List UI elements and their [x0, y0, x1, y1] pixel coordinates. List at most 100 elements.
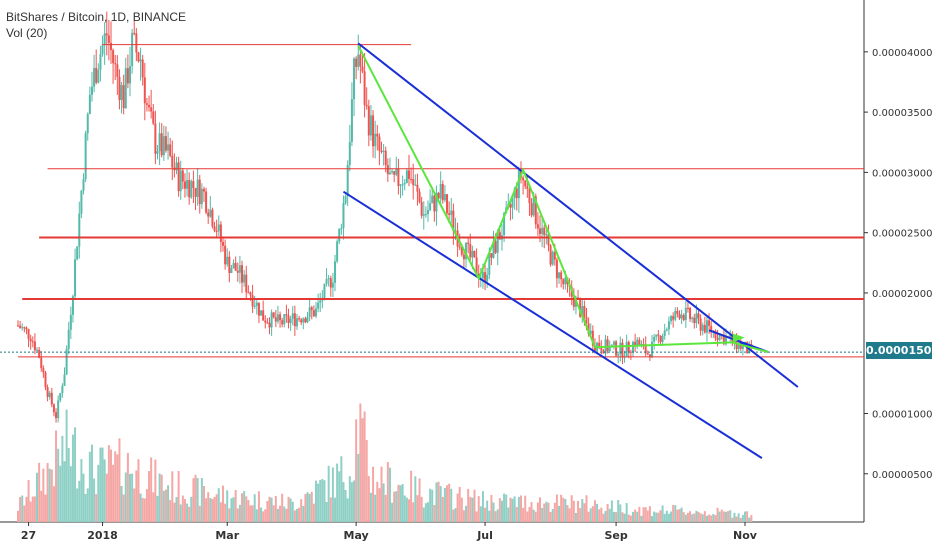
candle-body — [587, 323, 590, 335]
candle-body — [143, 77, 146, 104]
candle-body — [718, 334, 721, 340]
candle-body — [410, 178, 413, 180]
volume-bar — [414, 476, 417, 522]
volume-bar — [327, 465, 330, 522]
volume-bar — [600, 507, 603, 522]
candle-body — [452, 210, 455, 232]
volume-bar — [420, 496, 423, 522]
candle-body — [357, 54, 360, 67]
volume-bar — [188, 506, 191, 522]
volume-bar — [202, 486, 205, 522]
volume-bar — [612, 511, 615, 522]
volume-bar — [625, 503, 628, 522]
candle-body — [399, 184, 402, 186]
candle-body — [260, 310, 263, 316]
candle-body — [236, 270, 239, 273]
candle-body — [471, 250, 474, 258]
volume-bar — [689, 511, 692, 522]
channel-trendline — [342, 190, 763, 459]
volume-bar — [500, 500, 503, 522]
volume-bar — [57, 448, 60, 522]
candle-body — [564, 277, 567, 285]
volume-bar — [29, 501, 32, 522]
volume-bar — [519, 495, 522, 522]
candle-body — [355, 58, 358, 67]
volume-bar — [129, 473, 132, 522]
volume-bar — [236, 508, 239, 522]
volume-bar — [473, 489, 476, 522]
volume-bar — [589, 508, 592, 522]
volume-bar — [610, 500, 613, 522]
candle-body — [386, 165, 389, 175]
volume-bar — [112, 464, 115, 522]
candle-body — [424, 214, 427, 216]
volume-bar — [632, 511, 634, 522]
volume-bar — [701, 514, 704, 522]
candle-body — [697, 313, 700, 319]
volume-bar — [486, 500, 489, 522]
candle-body — [623, 357, 626, 359]
candle-body — [680, 314, 683, 319]
candle-body — [397, 168, 400, 186]
candle-body — [496, 232, 499, 253]
time-tick-label: Sep — [604, 529, 627, 542]
candle-body — [103, 33, 106, 45]
volume-bar — [76, 488, 79, 522]
volume-bar — [266, 500, 269, 522]
volume-bar — [103, 459, 106, 522]
candle-body — [251, 295, 254, 307]
candle-body — [154, 123, 157, 154]
volume-bar — [109, 449, 112, 522]
volume-bar — [477, 496, 480, 522]
candle-body — [122, 85, 125, 109]
volume-bar — [300, 499, 303, 522]
volume-bar — [274, 496, 277, 522]
zigzag-pattern — [357, 45, 769, 353]
candle-body — [90, 86, 93, 95]
candle-body — [179, 170, 182, 192]
candle-body — [369, 115, 372, 136]
volume-bar — [684, 514, 687, 522]
volume-bar — [435, 482, 438, 522]
volume-bar — [264, 509, 267, 522]
volume-bar — [748, 517, 751, 522]
candle-body — [69, 314, 72, 330]
candle-body — [572, 296, 575, 307]
volume-bar — [579, 508, 582, 522]
candle-body — [327, 278, 330, 280]
volume-bar — [727, 511, 730, 522]
candle-body — [515, 188, 518, 199]
volume-bar — [304, 493, 307, 522]
volume-bar — [359, 403, 362, 522]
candle-body — [429, 203, 432, 211]
candle-body — [412, 179, 415, 186]
candle-body — [192, 181, 195, 188]
volume-bar — [446, 485, 449, 522]
volume-bar — [238, 504, 241, 522]
volume-bar — [295, 508, 298, 522]
candle-body — [137, 52, 140, 62]
candle-body — [274, 317, 277, 322]
price-tick-label: 0.00003500 — [872, 108, 932, 119]
candle-body — [29, 338, 32, 342]
volume-bar — [412, 502, 415, 522]
volume-bar — [133, 488, 136, 522]
volume-bar — [21, 495, 24, 522]
volume-bar — [545, 501, 548, 522]
candle-body — [291, 313, 294, 319]
volume-bar — [492, 502, 495, 522]
candle-body — [50, 392, 53, 405]
candle-body — [186, 180, 189, 189]
candle-body — [435, 192, 438, 212]
volume-bar — [735, 516, 738, 522]
volume-bar — [539, 497, 542, 522]
candle-body — [722, 334, 725, 345]
candle-body — [249, 292, 252, 296]
volume-bar — [158, 473, 161, 522]
candle-body — [484, 272, 487, 282]
volume-bar — [247, 500, 250, 522]
volume-bar — [380, 466, 383, 522]
candle-body — [257, 302, 260, 316]
